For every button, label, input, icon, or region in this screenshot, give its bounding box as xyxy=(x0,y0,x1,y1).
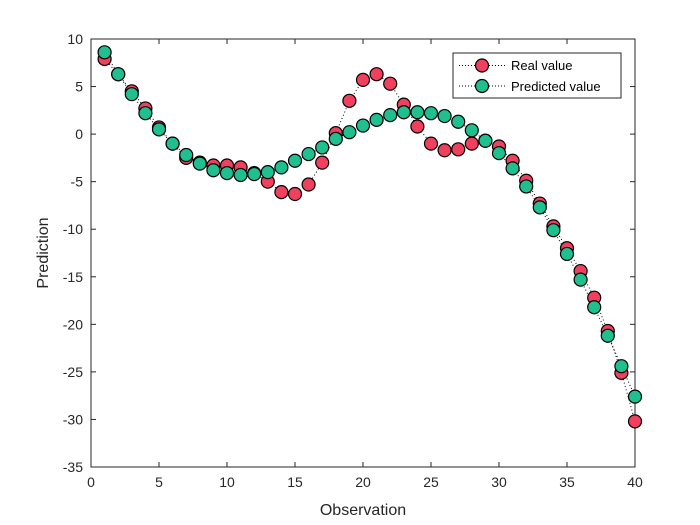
y-tick-label: 0 xyxy=(75,126,83,142)
x-tick-label: 25 xyxy=(423,474,439,490)
predicted-point xyxy=(260,165,275,180)
predicted-point xyxy=(179,147,194,163)
y-axis-ticks: 10 5 0 -5 -10 -15 -20 -25 -30 -35 xyxy=(63,31,635,475)
predicted-point xyxy=(111,67,126,82)
predicted-point xyxy=(369,112,384,127)
predicted-point xyxy=(451,114,466,129)
real-point xyxy=(274,185,289,200)
predicted-point xyxy=(342,125,357,140)
predicted-point xyxy=(478,133,493,148)
y-tick-label: 10 xyxy=(67,31,83,47)
legend-marker-predicted xyxy=(474,78,490,94)
predicted-point xyxy=(247,166,262,182)
predicted-point xyxy=(491,146,507,161)
real-point xyxy=(464,136,479,151)
predicted-point xyxy=(437,108,452,124)
x-tick-label: 35 xyxy=(559,474,575,490)
predicted-point xyxy=(464,123,479,138)
predicted-point xyxy=(396,105,411,120)
predicted-point xyxy=(206,163,221,178)
x-tick-label: 15 xyxy=(287,474,303,490)
predicted-point xyxy=(614,359,629,374)
y-axis-label: Prediction xyxy=(35,217,52,288)
y-tick-label: -20 xyxy=(63,316,83,332)
legend-label-real: Real value xyxy=(511,58,572,73)
x-tick-label: 40 xyxy=(627,474,643,490)
predicted-point xyxy=(301,146,316,162)
y-tick-label: -15 xyxy=(63,269,83,285)
predicted-point xyxy=(328,131,343,146)
predicted-point xyxy=(287,153,303,168)
axes xyxy=(90,38,636,468)
series-points xyxy=(97,45,643,429)
y-tick-label: -30 xyxy=(63,411,83,427)
real-point xyxy=(437,143,452,158)
real-point xyxy=(627,414,643,429)
predicted-point xyxy=(124,87,139,102)
real-point xyxy=(287,186,303,202)
x-axis-ticks: 0 5 10 15 20 25 30 35 40 xyxy=(87,39,643,490)
predicted-point xyxy=(355,118,371,133)
predicted-point xyxy=(600,328,615,343)
real-point xyxy=(355,72,371,87)
real-point xyxy=(315,155,330,170)
real-point xyxy=(383,76,398,91)
predicted-point xyxy=(219,166,235,181)
real-point xyxy=(410,119,425,134)
real-point xyxy=(451,142,466,157)
predicted-point xyxy=(138,106,153,121)
y-tick-label: 5 xyxy=(75,79,83,95)
x-tick-label: 30 xyxy=(491,474,507,490)
legend-label-predicted: Predicted value xyxy=(511,79,601,94)
legend-marker-real xyxy=(474,58,490,73)
predicted-point xyxy=(627,389,643,404)
predicted-point xyxy=(383,107,398,123)
x-tick-label: 0 xyxy=(87,474,95,490)
predicted-point xyxy=(532,200,547,215)
predicted-point xyxy=(274,160,289,175)
real-point xyxy=(423,136,439,151)
predicted-point xyxy=(505,161,520,176)
real-point xyxy=(301,177,316,192)
y-tick-label: -35 xyxy=(63,459,83,475)
predicted-point xyxy=(233,167,248,183)
predicted-point xyxy=(97,45,112,60)
x-axis-label: Observation xyxy=(320,502,406,519)
legend: Real value Predicted value xyxy=(452,52,622,99)
predicted-point xyxy=(423,106,439,121)
predicted-point xyxy=(573,272,588,287)
predicted-point xyxy=(151,122,167,137)
predicted-point xyxy=(546,223,561,238)
predicted-point xyxy=(410,105,425,120)
predicted-point xyxy=(165,136,180,151)
predicted-point xyxy=(315,140,330,155)
real-point xyxy=(342,93,357,108)
predicted-point xyxy=(519,179,534,194)
y-tick-label: -10 xyxy=(63,221,83,237)
x-tick-label: 20 xyxy=(355,474,371,490)
predicted-point xyxy=(192,156,207,171)
x-tick-label: 5 xyxy=(155,474,163,490)
y-tick-label: -25 xyxy=(63,364,83,380)
real-point xyxy=(369,67,384,82)
predicted-point xyxy=(587,300,602,315)
y-tick-label: -5 xyxy=(71,174,84,190)
predicted-point xyxy=(559,246,575,262)
plot-area-frame xyxy=(90,38,636,468)
x-tick-label: 10 xyxy=(219,474,235,490)
